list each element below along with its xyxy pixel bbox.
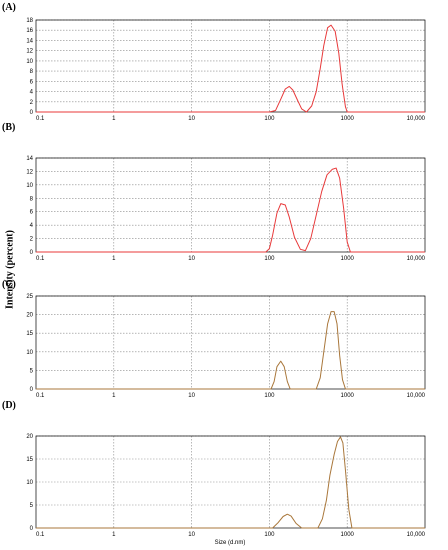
x-tick-label: 10,000	[407, 256, 426, 262]
y-tick-label: 0	[30, 387, 34, 393]
x-tick-label: 10	[188, 116, 195, 122]
y-tick-label: 16	[26, 28, 33, 34]
y-tick-label: 10	[26, 350, 33, 356]
x-tick-label: 100	[264, 116, 275, 122]
x-tick-label: 1000	[341, 256, 355, 262]
y-tick-label: 15	[26, 331, 33, 337]
y-tick-label: 0	[30, 250, 34, 256]
x-tick-label: 0.1	[36, 532, 45, 538]
y-tick-label: 2	[30, 100, 34, 106]
x-tick-label: 10,000	[407, 532, 426, 538]
panel-label-b: (B)	[2, 122, 16, 133]
y-tick-label: 20	[26, 313, 33, 319]
panel-label-d: (D)	[2, 400, 16, 411]
x-tick-label: 10	[188, 256, 195, 262]
x-tick-label: 100	[264, 393, 275, 399]
chart-panel-1: 0 2 4 6 8 10 12 14 0.1 1 10 100 1000 10,000	[26, 156, 425, 262]
y-tick-label: 10	[26, 480, 33, 486]
x-tick-label: 10	[188, 393, 195, 399]
plot-frame	[35, 19, 426, 113]
x-tick-label: 1	[112, 532, 116, 538]
y-tick-label: 6	[30, 79, 34, 85]
y-tick-label: 0	[30, 526, 34, 532]
y-tick-label: 12	[26, 169, 33, 175]
plot-frame	[35, 295, 426, 390]
chart-panel-3: 0 5 10 15 20 0.1 1 10 100 1000 10,000	[26, 434, 425, 538]
series-line	[36, 436, 425, 529]
series-line	[36, 311, 425, 390]
y-tick-label: 6	[30, 210, 34, 216]
chart-panel-0: 0 2 4 6 8 10 12 14 16 18 0.1 1 10 100 1000 10,000	[26, 18, 425, 122]
y-tick-label: 10	[26, 59, 33, 65]
y-tick-label: 5	[30, 368, 34, 374]
x-tick-label: 1	[112, 393, 116, 399]
x-tick-label: 10,000	[407, 393, 426, 399]
x-tick-label: 100	[264, 256, 275, 262]
y-tick-label: 4	[30, 223, 34, 229]
x-tick-label: 1000	[341, 532, 355, 538]
x-tick-label: 1000	[341, 393, 355, 399]
x-tick-label: 100	[264, 532, 275, 538]
y-tick-label: 8	[30, 69, 34, 75]
x-axis-label: Size (d.nm)	[214, 540, 246, 546]
y-tick-label: 18	[26, 18, 33, 24]
chart-panel-2: 0 5 10 15 20 25 0.1 1 10 100 1000 10,000	[26, 294, 425, 399]
series-line	[36, 167, 425, 253]
series-line	[36, 24, 425, 113]
y-tick-label: 10	[26, 183, 33, 189]
x-tick-label: 10,000	[407, 116, 426, 122]
y-tick-label: 4	[30, 90, 34, 96]
x-tick-label: 0.1	[36, 116, 45, 122]
y-tick-label: 20	[26, 434, 33, 440]
y-tick-label: 25	[26, 294, 33, 300]
x-tick-label: 0.1	[36, 256, 45, 262]
x-tick-label: 1	[112, 116, 116, 122]
y-tick-label: 5	[30, 503, 34, 509]
panel-label-c: (C)	[2, 279, 16, 290]
y-tick-label: 0	[30, 110, 34, 116]
x-tick-label: 1	[112, 256, 116, 262]
plot-frame	[35, 157, 426, 253]
x-tick-label: 0.1	[36, 393, 45, 399]
y-tick-label: 14	[26, 38, 33, 44]
y-tick-label: 8	[30, 196, 34, 202]
x-tick-label: 10	[188, 532, 195, 538]
y-tick-label: 12	[26, 49, 33, 55]
x-tick-label: 1000	[341, 116, 355, 122]
y-tick-label: 15	[26, 457, 33, 463]
y-tick-label: 2	[30, 237, 34, 243]
y-tick-label: 14	[26, 156, 33, 162]
panel-label-a: (A)	[2, 2, 16, 13]
